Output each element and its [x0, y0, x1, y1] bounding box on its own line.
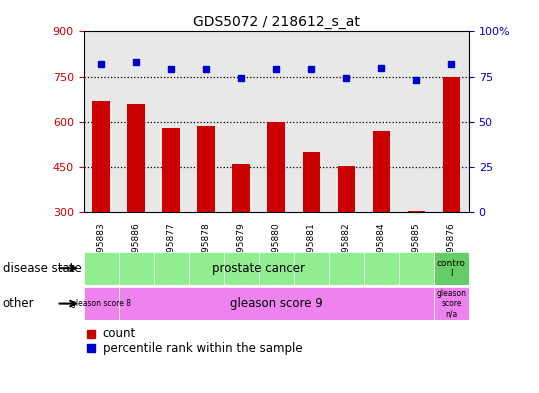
Text: percentile rank within the sample: percentile rank within the sample	[103, 342, 302, 355]
Bar	[92, 101, 110, 212]
Text: prostate cancer: prostate cancer	[212, 262, 305, 275]
Bar	[443, 77, 460, 212]
Text: gleason score 9: gleason score 9	[230, 297, 323, 310]
Title: GDS5072 / 218612_s_at: GDS5072 / 218612_s_at	[193, 15, 360, 29]
Bar	[372, 131, 390, 212]
Bar	[84, 287, 119, 320]
Bar	[127, 104, 145, 212]
Bar	[232, 164, 250, 212]
Text: count: count	[103, 327, 136, 340]
Text: contro
l: contro l	[437, 259, 466, 278]
Text: disease state: disease state	[3, 262, 81, 275]
Text: gleason score 8: gleason score 8	[71, 299, 131, 308]
Bar	[197, 126, 215, 212]
Bar	[407, 211, 425, 212]
Bar	[302, 152, 320, 212]
Text: other: other	[3, 297, 34, 310]
Bar	[162, 128, 180, 212]
Bar	[434, 287, 469, 320]
Bar	[434, 252, 469, 285]
Bar	[267, 122, 285, 212]
Bar	[337, 165, 355, 212]
Bar	[119, 287, 434, 320]
Text: gleason
score
n/a: gleason score n/a	[437, 289, 466, 318]
